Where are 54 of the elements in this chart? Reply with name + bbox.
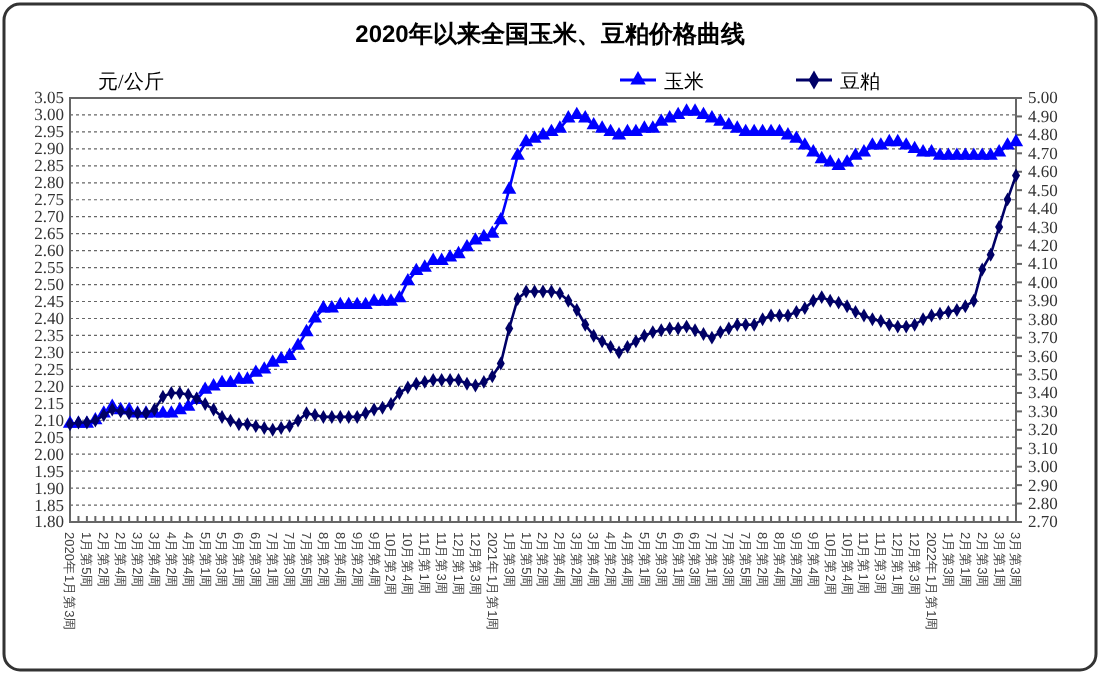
y2-tick-label: 3.80: [1028, 308, 1058, 329]
y-tick-label: 1.95: [34, 460, 64, 481]
y2-tick-label: 3.60: [1028, 345, 1058, 366]
y-tick-label: 2.85: [34, 155, 64, 176]
y-tick-label: 1.80: [34, 511, 64, 532]
y2-tick-label: 3.50: [1028, 363, 1058, 384]
y-tick-label: 2.95: [34, 121, 64, 142]
y2-tick-label: 4.30: [1028, 216, 1058, 237]
y-tick-label: 2.55: [34, 257, 64, 278]
y-tick-label: 2.20: [34, 375, 64, 396]
y-tick-label: 2.80: [34, 172, 64, 193]
y2-tick-label: 4.80: [1028, 124, 1058, 145]
y-tick-label: 2.10: [34, 409, 64, 430]
y-tick-label: 3.00: [34, 104, 64, 125]
y2-tick-label: 4.10: [1028, 253, 1058, 274]
y-tick-label: 2.65: [34, 223, 64, 244]
y2-tick-label: 4.70: [1028, 142, 1058, 163]
y-tick-label: 2.05: [34, 426, 64, 447]
y2-tick-label: 5.00: [1028, 87, 1058, 108]
y-tick-label: 1.85: [34, 494, 64, 515]
y2-tick-label: 3.10: [1028, 437, 1058, 458]
y2-tick-label: 3.30: [1028, 400, 1058, 421]
legend-label: 玉米: [664, 70, 704, 94]
legend-label: 豆粕: [840, 72, 880, 94]
y2-tick-label: 3.90: [1028, 290, 1058, 311]
y2-tick-label: 3.40: [1028, 382, 1058, 403]
y-tick-label: 3.05: [34, 87, 64, 108]
y-tick-label: 2.35: [34, 324, 64, 345]
y-tick-label: 2.45: [34, 290, 64, 311]
y2-tick-label: 4.90: [1028, 105, 1058, 126]
y-tick-label: 2.00: [34, 443, 64, 464]
y-tick-label: 2.15: [34, 392, 64, 413]
y2-tick-label: 4.00: [1028, 271, 1058, 292]
chart-title: 2020年以来全国玉米、豆粕价格曲线: [355, 20, 745, 48]
y-tick-label: 2.25: [34, 358, 64, 379]
y-tick-label: 2.30: [34, 341, 64, 362]
y2-tick-label: 4.60: [1028, 161, 1058, 182]
y-tick-label: 2.90: [34, 138, 64, 159]
y2-tick-label: 3.20: [1028, 419, 1058, 440]
y2-tick-label: 3.70: [1028, 327, 1058, 348]
y2-tick-label: 2.90: [1028, 474, 1058, 495]
y-tick-label: 2.70: [34, 206, 64, 227]
y2-tick-label: 2.70: [1028, 511, 1058, 532]
y-tick-label: 2.40: [34, 307, 64, 328]
y2-tick-label: 4.50: [1028, 179, 1058, 200]
y-tick-label: 2.75: [34, 189, 64, 210]
y2-tick-label: 4.20: [1028, 234, 1058, 255]
y-tick-label: 2.60: [34, 240, 64, 261]
y-tick-label: 2.50: [34, 274, 64, 294]
y2-tick-label: 3.00: [1028, 456, 1058, 477]
y2-tick-label: 2.80: [1028, 493, 1058, 514]
y-tick-label: 1.90: [34, 477, 64, 498]
y-axis-title: 元/公斤: [98, 70, 164, 94]
y2-tick-label: 4.40: [1028, 198, 1058, 219]
